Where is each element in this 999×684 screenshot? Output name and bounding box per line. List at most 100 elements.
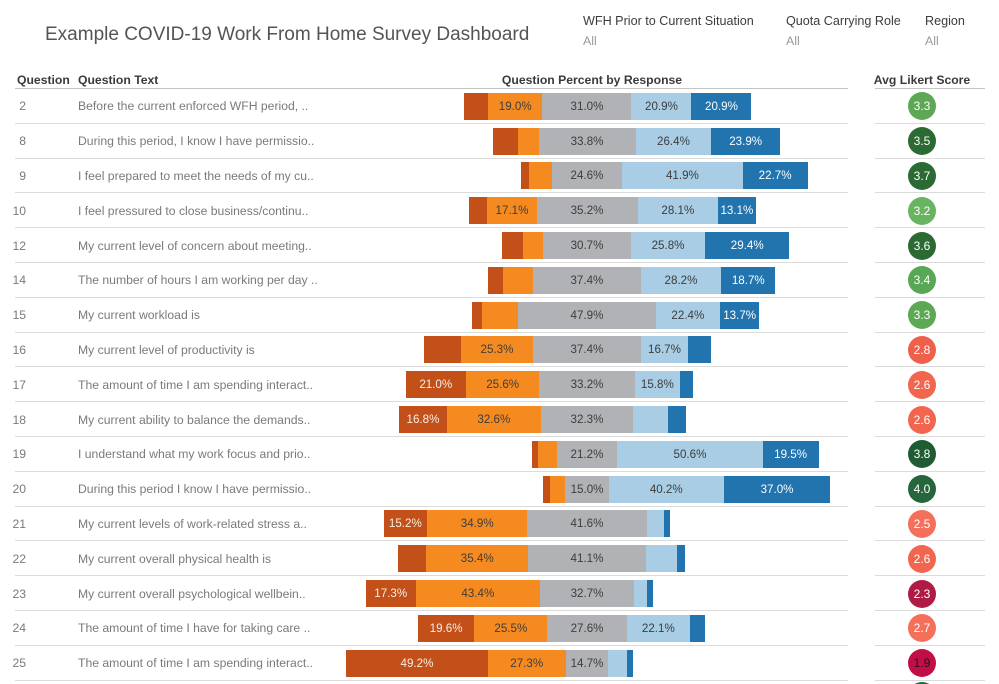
- bar-segment-neutral[interactable]: 33.8%: [538, 127, 636, 155]
- bar-segment-disagree[interactable]: 43.4%: [415, 580, 541, 608]
- bar-segment-disagree[interactable]: [518, 127, 539, 155]
- avg-likert-score-badge[interactable]: 2.3: [908, 579, 936, 608]
- bar-segment-strongly-disagree[interactable]: 15.2%: [383, 510, 428, 538]
- bar-segment-neutral[interactable]: 37.4%: [533, 336, 641, 364]
- bar-segment-neutral[interactable]: 14.7%: [565, 649, 609, 677]
- bar-segment-neutral[interactable]: 27.6%: [547, 614, 627, 642]
- bar-segment-agree[interactable]: [608, 649, 627, 677]
- bar-segment-strongly-agree[interactable]: 13.1%: [718, 197, 756, 225]
- filter-region-value[interactable]: All: [925, 34, 939, 48]
- bar-segment-disagree[interactable]: 25.6%: [465, 371, 540, 399]
- bar-segment-strongly-agree[interactable]: 23.9%: [711, 127, 780, 155]
- bar-segment-neutral[interactable]: 15.0%: [565, 475, 609, 503]
- avg-likert-score-badge[interactable]: 2.6: [908, 544, 936, 573]
- bar-segment-neutral[interactable]: 32.3%: [540, 406, 634, 434]
- bar-segment-agree[interactable]: 16.7%: [640, 336, 689, 364]
- avg-likert-score-badge[interactable]: 3.7: [908, 161, 936, 190]
- bar-segment-disagree[interactable]: 27.3%: [487, 649, 566, 677]
- bar-segment-disagree[interactable]: 19.0%: [487, 92, 543, 120]
- avg-likert-score-badge[interactable]: 3.2: [908, 196, 936, 225]
- bar-segment-agree[interactable]: [633, 406, 669, 434]
- bar-segment-strongly-disagree[interactable]: [398, 545, 427, 573]
- avg-likert-score-badge[interactable]: 4.0: [908, 475, 936, 504]
- bar-segment-neutral[interactable]: 24.6%: [551, 162, 623, 190]
- bar-segment-agree[interactable]: 50.6%: [617, 440, 763, 468]
- bar-segment-strongly-agree[interactable]: [668, 406, 686, 434]
- bar-segment-strongly-agree[interactable]: 20.9%: [691, 92, 752, 120]
- bar-segment-strongly-agree[interactable]: [626, 649, 634, 677]
- bar-segment-neutral[interactable]: 41.6%: [527, 510, 647, 538]
- bar-segment-agree[interactable]: 28.2%: [640, 266, 722, 294]
- avg-likert-score-badge[interactable]: 2.6: [908, 405, 936, 434]
- avg-likert-score-badge[interactable]: 2.6: [908, 370, 936, 399]
- bar-segment-strongly-disagree[interactable]: 16.8%: [398, 406, 448, 434]
- bar-segment-strongly-disagree[interactable]: 21.0%: [405, 371, 466, 399]
- bar-segment-neutral[interactable]: 31.0%: [542, 92, 632, 120]
- avg-likert-score-badge[interactable]: 3.3: [908, 92, 936, 121]
- bar-segment-strongly-disagree[interactable]: [492, 127, 519, 155]
- bar-segment-disagree[interactable]: [529, 162, 552, 190]
- bar-segment-strongly-disagree[interactable]: 49.2%: [346, 649, 488, 677]
- bar-segment-agree[interactable]: 20.9%: [631, 92, 692, 120]
- bar-segment-strongly-agree[interactable]: 37.0%: [723, 475, 831, 503]
- bar-segment-disagree[interactable]: 34.9%: [427, 510, 528, 538]
- filter-quota-carrying-role-value[interactable]: All: [786, 34, 800, 48]
- bar-segment-neutral[interactable]: 41.1%: [527, 545, 646, 573]
- bar-segment-neutral[interactable]: 30.7%: [542, 232, 632, 260]
- bar-segment-disagree[interactable]: 35.4%: [426, 545, 528, 573]
- bar-segment-strongly-agree[interactable]: [690, 614, 705, 642]
- bar-segment-strongly-agree[interactable]: 22.7%: [742, 162, 808, 190]
- avg-likert-score-badge[interactable]: 2.5: [908, 509, 936, 538]
- bar-segment-agree[interactable]: 15.8%: [634, 371, 680, 399]
- bar-segment-strongly-disagree[interactable]: [468, 197, 488, 225]
- bar-segment-disagree[interactable]: [538, 440, 557, 468]
- bar-segment-strongly-disagree[interactable]: [502, 232, 523, 260]
- avg-likert-score-badge[interactable]: 3.6: [908, 231, 936, 260]
- bar-segment-strongly-agree[interactable]: 18.7%: [721, 266, 776, 294]
- bar-segment-disagree[interactable]: [482, 301, 519, 329]
- bar-segment-strongly-agree[interactable]: [647, 580, 653, 608]
- bar-segment-agree[interactable]: 22.1%: [626, 614, 691, 642]
- bar-segment-strongly-disagree[interactable]: [520, 162, 530, 190]
- bar-segment-agree[interactable]: [633, 580, 648, 608]
- bar-segment-agree[interactable]: [646, 510, 664, 538]
- bar-segment-agree[interactable]: 26.4%: [635, 127, 712, 155]
- bar-segment-neutral[interactable]: 35.2%: [536, 197, 638, 225]
- bar-segment-agree[interactable]: 25.8%: [631, 232, 706, 260]
- bar-segment-disagree[interactable]: 17.1%: [487, 197, 537, 225]
- avg-likert-score-badge[interactable]: 3.4: [908, 266, 936, 295]
- bar-segment-agree[interactable]: [645, 545, 678, 573]
- bar-segment-strongly-disagree[interactable]: 19.6%: [417, 614, 475, 642]
- bar-segment-disagree[interactable]: [503, 266, 534, 294]
- avg-likert-score-badge[interactable]: 3.3: [908, 301, 936, 330]
- bar-segment-neutral[interactable]: 47.9%: [518, 301, 656, 329]
- avg-likert-score-badge[interactable]: 2.7: [908, 614, 936, 643]
- bar-segment-agree[interactable]: 22.4%: [655, 301, 721, 329]
- bar-segment-strongly-agree[interactable]: 19.5%: [762, 440, 819, 468]
- bar-segment-disagree[interactable]: 32.6%: [447, 406, 541, 434]
- bar-segment-strongly-disagree[interactable]: [531, 440, 539, 468]
- bar-segment-strongly-disagree[interactable]: [464, 92, 488, 120]
- bar-segment-disagree[interactable]: [522, 232, 543, 260]
- bar-segment-neutral[interactable]: 33.2%: [539, 371, 635, 399]
- bar-segment-strongly-disagree[interactable]: 17.3%: [365, 580, 416, 608]
- bar-segment-agree[interactable]: 41.9%: [622, 162, 743, 190]
- bar-segment-strongly-disagree[interactable]: [472, 301, 483, 329]
- bar-segment-neutral[interactable]: 21.2%: [556, 440, 618, 468]
- bar-segment-strongly-agree[interactable]: [680, 371, 693, 399]
- bar-segment-agree[interactable]: 40.2%: [608, 475, 724, 503]
- bar-segment-neutral[interactable]: 32.7%: [540, 580, 634, 608]
- bar-segment-neutral[interactable]: 37.4%: [533, 266, 641, 294]
- bar-segment-strongly-agree[interactable]: [688, 336, 712, 364]
- bar-segment-strongly-disagree[interactable]: [424, 336, 461, 364]
- bar-segment-disagree[interactable]: 25.3%: [460, 336, 534, 364]
- avg-likert-score-badge[interactable]: 3.8: [908, 440, 936, 469]
- bar-segment-disagree[interactable]: 25.5%: [474, 614, 548, 642]
- avg-likert-score-badge[interactable]: [908, 681, 936, 684]
- bar-segment-strongly-agree[interactable]: [677, 545, 686, 573]
- bar-segment-disagree[interactable]: [549, 475, 566, 503]
- avg-likert-score-badge[interactable]: 2.8: [908, 335, 936, 364]
- filter-wfh-prior-value[interactable]: All: [583, 34, 597, 48]
- bar-segment-strongly-disagree[interactable]: [488, 266, 504, 294]
- avg-likert-score-badge[interactable]: 3.5: [908, 127, 936, 156]
